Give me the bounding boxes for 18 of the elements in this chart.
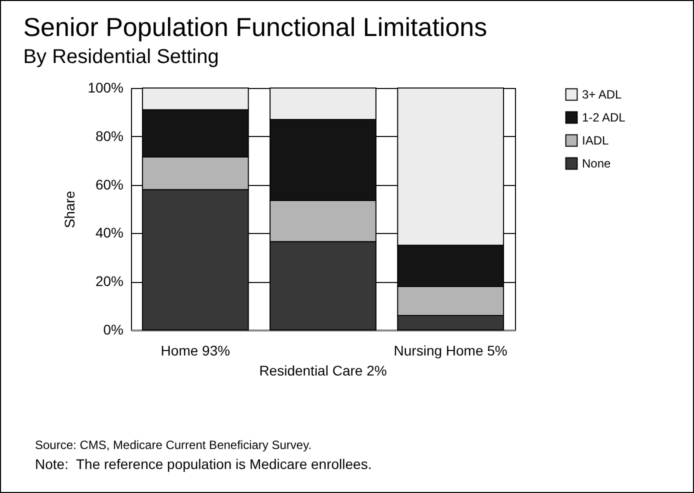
legend-label: IADL [582, 134, 610, 148]
y-axis-title: Share [62, 190, 78, 228]
legend-label: None [582, 156, 612, 170]
chart-title: Senior Population Functional Limitations [23, 12, 488, 42]
legend-label: 1-2 ADL [582, 110, 626, 124]
legend-label: 3+ ADL [582, 88, 622, 102]
source-note: Source: CMS, Medicare Current Beneficiary Survey. [35, 438, 313, 452]
y-tick-label: 100% [88, 80, 124, 96]
x-tick-label: Nursing Home 5% [394, 342, 508, 358]
y-tick-label: 20% [95, 273, 124, 290]
y-tick-label: 60% [95, 176, 124, 192]
x-tick-label: Residential Care 2% [259, 362, 387, 378]
y-tick-label: 80% [95, 128, 124, 144]
x-tick-label: Home 93% [160, 342, 230, 358]
chart-subtitle: By Residential Setting [23, 46, 219, 68]
text: Note: The reference population is Medicare enrollees. [35, 456, 372, 472]
y-tick-label: 40% [95, 224, 124, 241]
y-tick-label: 0% [103, 322, 124, 338]
